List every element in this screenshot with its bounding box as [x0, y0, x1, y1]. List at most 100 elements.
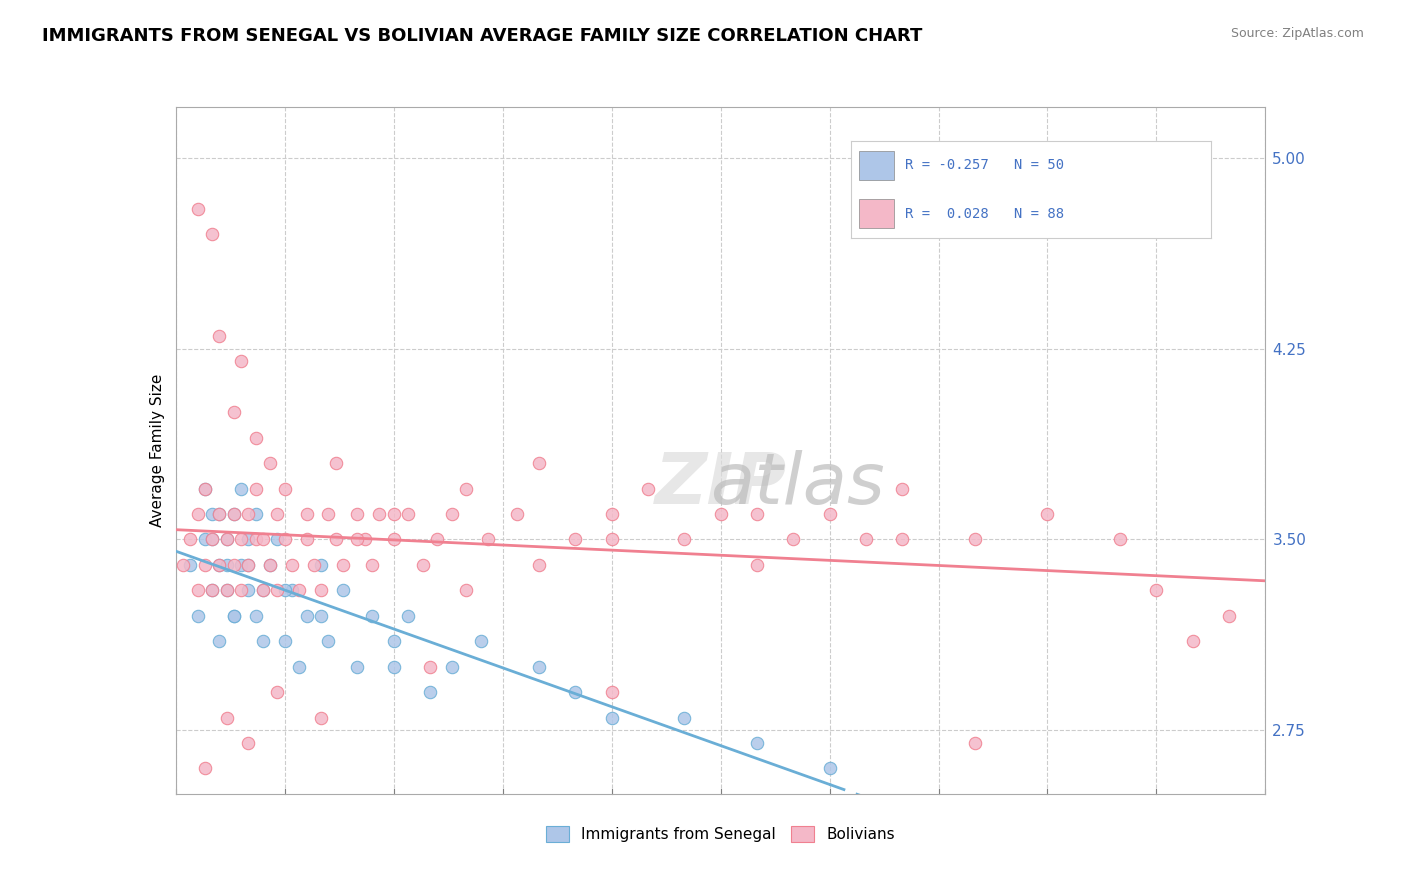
Point: [186, 608, 209, 623]
Point: [396, 608, 419, 623]
Point: [382, 634, 405, 648]
Point: [281, 583, 304, 598]
Point: [231, 583, 253, 598]
Point: [745, 507, 768, 521]
Point: [222, 405, 245, 419]
Point: [456, 583, 478, 598]
Point: [259, 558, 281, 572]
Point: [208, 558, 231, 572]
Point: [440, 507, 463, 521]
Point: [215, 583, 238, 598]
Point: [477, 533, 499, 547]
Point: [274, 482, 297, 496]
Point: [600, 507, 623, 521]
Point: [266, 533, 288, 547]
Point: [506, 507, 529, 521]
Point: [295, 533, 318, 547]
Point: [266, 583, 288, 598]
Point: [252, 634, 274, 648]
Point: [274, 634, 297, 648]
Point: [382, 533, 405, 547]
Point: [382, 659, 405, 673]
Point: [309, 583, 332, 598]
Point: [346, 507, 368, 521]
Point: [527, 558, 550, 572]
Point: [361, 608, 384, 623]
Y-axis label: Average Family Size: Average Family Size: [149, 374, 165, 527]
Point: [855, 533, 877, 547]
Point: [208, 507, 231, 521]
Point: [201, 507, 224, 521]
Point: [325, 533, 347, 547]
Point: [238, 558, 260, 572]
Point: [426, 533, 449, 547]
Point: [259, 558, 281, 572]
Point: [222, 608, 245, 623]
Point: [963, 736, 986, 750]
Point: [252, 583, 274, 598]
Point: [194, 533, 217, 547]
Point: [194, 761, 217, 775]
Point: [238, 507, 260, 521]
Text: ZIP: ZIP: [654, 450, 787, 519]
Point: [361, 558, 384, 572]
Point: [201, 583, 224, 598]
Point: [194, 482, 217, 496]
Point: [245, 431, 267, 445]
Point: [818, 507, 841, 521]
Point: [346, 659, 368, 673]
Point: [208, 634, 231, 648]
Point: [245, 533, 267, 547]
Point: [745, 736, 768, 750]
Point: [231, 482, 253, 496]
Point: [215, 533, 238, 547]
Point: [637, 482, 659, 496]
Point: [332, 583, 354, 598]
Point: [368, 507, 391, 521]
Point: [252, 583, 274, 598]
Point: [710, 507, 733, 521]
Point: [208, 507, 231, 521]
Point: [222, 608, 245, 623]
Point: [1146, 583, 1168, 598]
Point: [309, 710, 332, 724]
Point: [419, 659, 441, 673]
Point: [673, 710, 696, 724]
Point: [231, 533, 253, 547]
Point: [238, 558, 260, 572]
Point: [564, 685, 586, 699]
Point: [470, 634, 492, 648]
Point: [245, 608, 267, 623]
Point: [295, 608, 318, 623]
Point: [172, 558, 194, 572]
Point: [222, 507, 245, 521]
Point: [419, 685, 441, 699]
Point: [745, 558, 768, 572]
Text: Source: ZipAtlas.com: Source: ZipAtlas.com: [1230, 27, 1364, 40]
Point: [215, 583, 238, 598]
Point: [194, 558, 217, 572]
Point: [295, 507, 318, 521]
Point: [179, 533, 201, 547]
Point: [266, 685, 288, 699]
Point: [245, 482, 267, 496]
Point: [266, 507, 288, 521]
Point: [600, 533, 623, 547]
Point: [201, 533, 224, 547]
Point: [346, 533, 368, 547]
Point: [231, 354, 253, 368]
Point: [186, 507, 209, 521]
Point: [818, 761, 841, 775]
Point: [201, 533, 224, 547]
Point: [245, 507, 267, 521]
Point: [891, 482, 914, 496]
Point: [186, 202, 209, 216]
Point: [201, 583, 224, 598]
Point: [396, 507, 419, 521]
Point: [208, 329, 231, 343]
Point: [208, 558, 231, 572]
Point: [1036, 507, 1059, 521]
Point: [288, 583, 311, 598]
Point: [274, 533, 297, 547]
Point: [440, 659, 463, 673]
